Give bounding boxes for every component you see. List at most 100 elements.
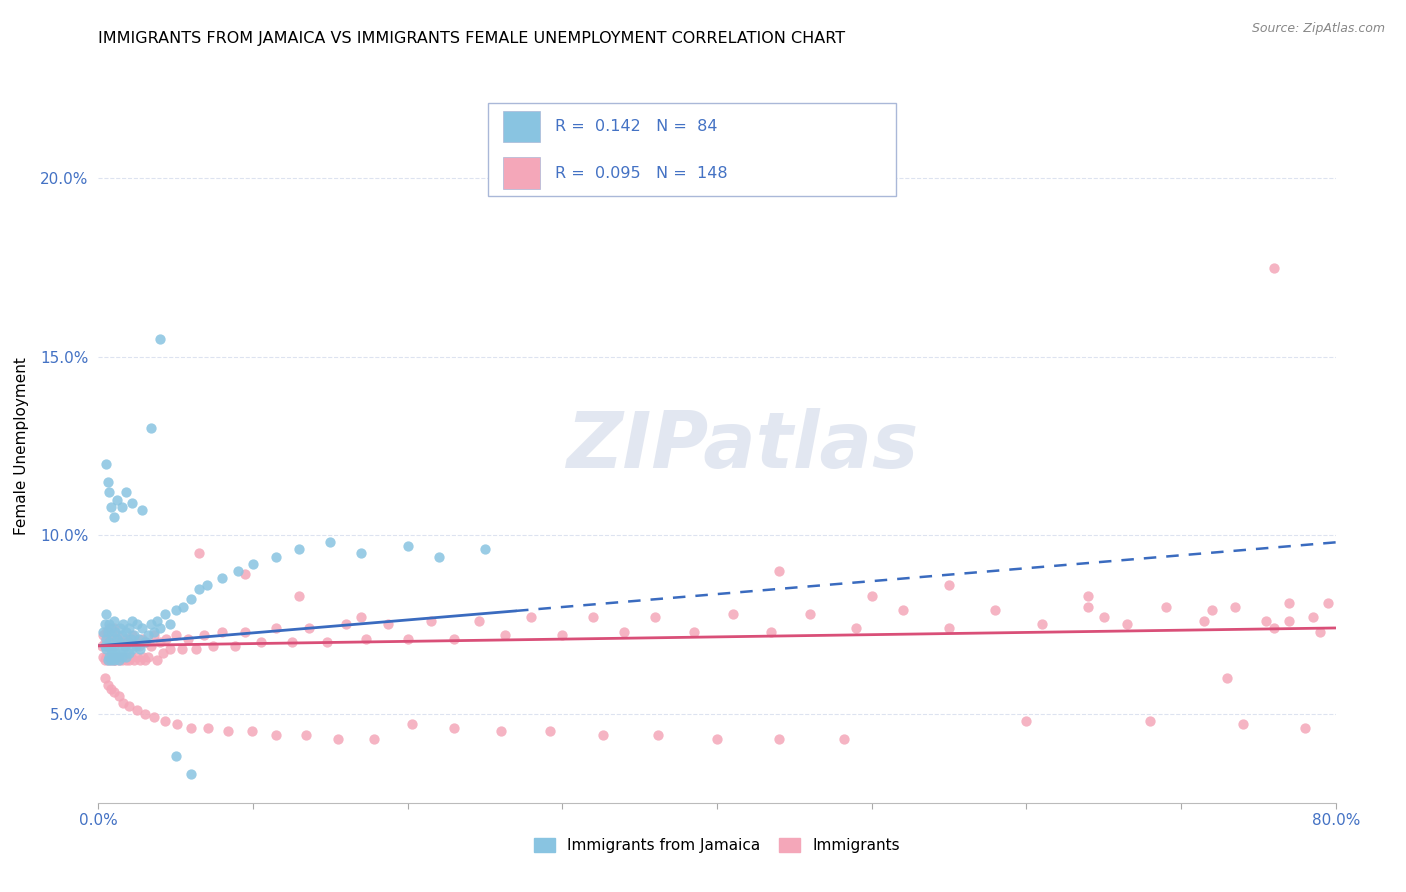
- Point: [97, 624, 120, 639]
- Point: [107, 653, 129, 667]
- Point: [180, 767, 202, 781]
- Point: [250, 635, 273, 649]
- Point: [1294, 721, 1316, 735]
- Point: [111, 635, 132, 649]
- Point: [107, 653, 129, 667]
- Point: [93, 635, 115, 649]
- Point: [224, 639, 246, 653]
- Point: [180, 721, 202, 735]
- Point: [103, 653, 125, 667]
- Point: [104, 624, 127, 639]
- Point: [1015, 714, 1038, 728]
- Point: [103, 621, 125, 635]
- Point: [582, 610, 605, 624]
- Legend: Immigrants from Jamaica, Immigrants: Immigrants from Jamaica, Immigrants: [527, 832, 907, 859]
- Point: [100, 653, 122, 667]
- Point: [520, 610, 543, 624]
- Point: [97, 653, 120, 667]
- Point: [149, 635, 172, 649]
- Point: [226, 564, 249, 578]
- Point: [1278, 614, 1301, 628]
- Point: [335, 617, 357, 632]
- Point: [103, 639, 125, 653]
- Point: [98, 485, 121, 500]
- Point: [103, 510, 125, 524]
- Point: [139, 639, 162, 653]
- Point: [242, 557, 264, 571]
- Point: [350, 610, 373, 624]
- Point: [122, 653, 145, 667]
- Point: [1263, 260, 1285, 275]
- Point: [288, 542, 311, 557]
- Point: [233, 567, 257, 582]
- Point: [134, 635, 156, 649]
- Point: [131, 621, 153, 635]
- Point: [129, 642, 152, 657]
- Point: [117, 649, 139, 664]
- Point: [538, 724, 561, 739]
- Point: [101, 649, 124, 664]
- Point: [101, 628, 124, 642]
- Point: [128, 632, 150, 646]
- Point: [188, 546, 211, 560]
- Point: [155, 632, 177, 646]
- Point: [613, 624, 636, 639]
- Point: [845, 621, 868, 635]
- Point: [149, 332, 172, 346]
- Point: [1317, 596, 1340, 610]
- Point: [143, 628, 166, 642]
- Point: [240, 724, 263, 739]
- Point: [112, 649, 135, 664]
- Point: [217, 724, 239, 739]
- Point: [298, 621, 321, 635]
- Point: [136, 649, 159, 664]
- Point: [96, 632, 118, 646]
- Point: [354, 632, 377, 646]
- Point: [96, 642, 118, 657]
- Text: ZIPatlas: ZIPatlas: [565, 408, 918, 484]
- Point: [111, 649, 132, 664]
- Point: [121, 628, 143, 642]
- Point: [211, 571, 233, 585]
- Point: [134, 653, 156, 667]
- Point: [1077, 599, 1099, 614]
- Point: [103, 685, 125, 699]
- Point: [768, 731, 790, 746]
- Point: [1154, 599, 1177, 614]
- Point: [326, 731, 350, 746]
- Point: [98, 639, 121, 653]
- Point: [1092, 610, 1115, 624]
- Point: [108, 649, 131, 664]
- Point: [647, 728, 669, 742]
- Point: [139, 617, 162, 632]
- Point: [96, 624, 118, 639]
- Point: [146, 653, 169, 667]
- Point: [377, 617, 399, 632]
- Point: [706, 731, 728, 746]
- Point: [139, 421, 162, 435]
- Text: Source: ZipAtlas.com: Source: ZipAtlas.com: [1251, 22, 1385, 36]
- Point: [443, 721, 465, 735]
- Point: [592, 728, 614, 742]
- Point: [131, 632, 153, 646]
- FancyBboxPatch shape: [503, 157, 540, 189]
- Point: [165, 603, 187, 617]
- Point: [172, 599, 194, 614]
- Point: [165, 628, 187, 642]
- Point: [105, 649, 128, 664]
- Point: [117, 635, 139, 649]
- Point: [112, 642, 135, 657]
- Point: [195, 578, 218, 592]
- Point: [91, 649, 114, 664]
- Point: [100, 500, 122, 514]
- Point: [93, 639, 115, 653]
- Point: [120, 649, 142, 664]
- Point: [100, 681, 122, 696]
- Point: [474, 542, 496, 557]
- Point: [127, 649, 149, 664]
- Point: [443, 632, 465, 646]
- Point: [115, 624, 138, 639]
- Point: [294, 728, 316, 742]
- Point: [107, 635, 129, 649]
- Point: [127, 703, 149, 717]
